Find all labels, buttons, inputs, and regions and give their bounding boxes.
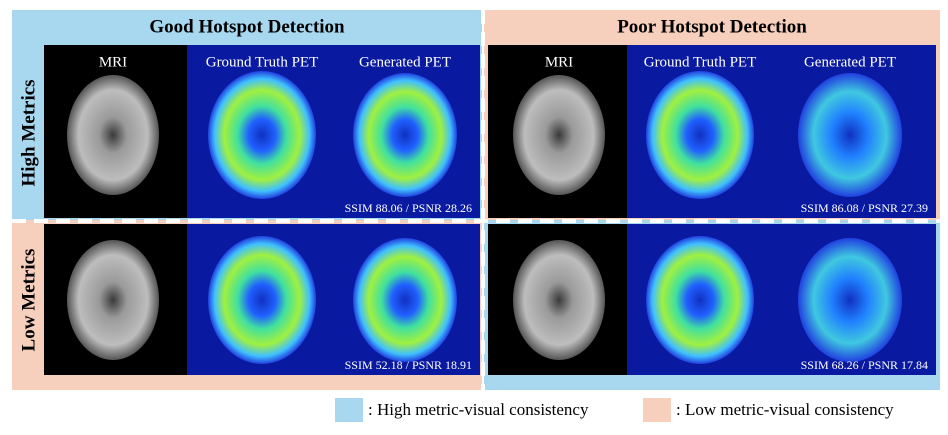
column-title: Poor Hotspot Detection bbox=[617, 16, 807, 37]
panel-label: Ground Truth PET bbox=[206, 54, 319, 70]
panel-label: Generated PET bbox=[359, 54, 451, 70]
pet-image bbox=[353, 238, 457, 362]
panel-label: Generated PET bbox=[804, 54, 896, 70]
panel-label: Ground Truth PET bbox=[644, 54, 757, 70]
metric-text: SSIM 52.18 / PSNR 18.91 bbox=[345, 358, 472, 372]
pet-image bbox=[798, 238, 902, 362]
mri-image bbox=[513, 75, 605, 195]
metric-text: SSIM 86.08 / PSNR 27.39 bbox=[801, 201, 928, 215]
row-label: High Metrics bbox=[18, 79, 39, 186]
legend-text: : High metric-visual consistency bbox=[368, 400, 589, 419]
pet-image bbox=[208, 236, 316, 364]
mri-image bbox=[513, 240, 605, 360]
row-label: Low Metrics bbox=[18, 249, 39, 352]
mri-image bbox=[67, 240, 159, 360]
legend-swatch bbox=[643, 398, 671, 422]
pet-image bbox=[646, 236, 754, 364]
column-title: Good Hotspot Detection bbox=[149, 16, 345, 37]
pet-image bbox=[208, 71, 316, 199]
pet-image bbox=[353, 73, 457, 197]
legend-text: : Low metric-visual consistency bbox=[676, 400, 894, 419]
metric-text: SSIM 68.26 / PSNR 17.84 bbox=[801, 358, 928, 372]
panel-label: MRI bbox=[99, 54, 127, 70]
legend-swatch bbox=[335, 398, 363, 422]
panel-label: MRI bbox=[545, 54, 573, 70]
pet-image bbox=[798, 73, 902, 197]
pet-image bbox=[646, 71, 754, 199]
mri-image bbox=[67, 75, 159, 195]
metric-text: SSIM 88.06 / PSNR 28.26 bbox=[345, 201, 472, 215]
